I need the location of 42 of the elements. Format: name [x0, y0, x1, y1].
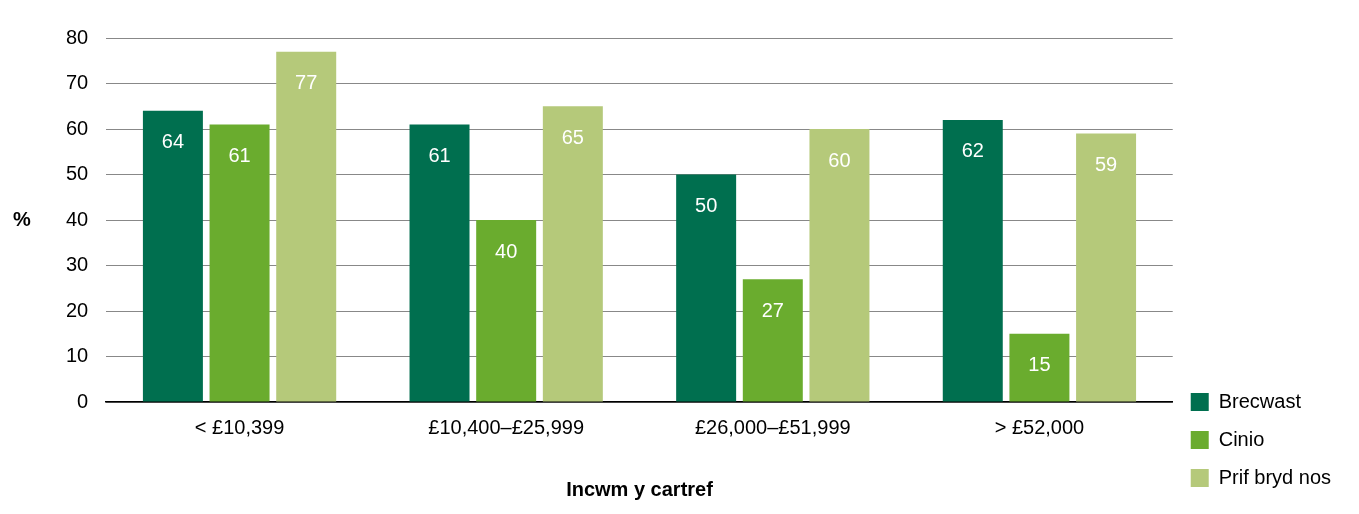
data-label: 77 — [295, 71, 318, 94]
bar — [209, 124, 270, 402]
x-tick-label: £10,400–£25,999 — [428, 415, 585, 438]
bar — [476, 220, 537, 402]
x-tick-label: > £52,000 — [994, 415, 1085, 438]
data-label: 50 — [695, 194, 718, 217]
data-label: 61 — [428, 143, 451, 166]
x-tick-label: £26,000–£51,999 — [694, 415, 851, 438]
bar — [1009, 333, 1070, 402]
data-label: 15 — [1028, 353, 1051, 376]
data-label: 62 — [961, 139, 984, 162]
y-tick-label: 20 — [66, 298, 89, 321]
y-tick-label: 80 — [66, 25, 89, 48]
bar — [276, 51, 337, 402]
data-label: 27 — [761, 298, 784, 321]
y-tick-label: 40 — [66, 207, 89, 230]
bar — [676, 174, 737, 402]
data-label: 65 — [561, 125, 584, 148]
x-axis-title: Incwm y cartref — [566, 477, 714, 500]
y-tick-label: 10 — [66, 344, 89, 367]
bar — [409, 124, 470, 402]
y-tick-label: 30 — [66, 253, 89, 276]
bar — [542, 106, 603, 402]
legend-label: Brecwast — [1218, 389, 1302, 412]
bar — [809, 129, 870, 402]
data-label: 40 — [495, 239, 518, 262]
legend-label: Prif bryd nos — [1218, 465, 1331, 488]
x-tick-label: < £10,399 — [194, 415, 285, 438]
y-axis-title: % — [13, 207, 32, 230]
y-tick-label: 0 — [77, 389, 89, 412]
bar — [742, 279, 803, 402]
y-tick-label: 50 — [66, 162, 89, 185]
data-label: 61 — [228, 143, 251, 166]
data-label: 59 — [1094, 153, 1118, 176]
data-label: 60 — [828, 148, 851, 171]
data-label: 64 — [161, 130, 185, 153]
bar — [942, 119, 1003, 402]
bar — [142, 110, 203, 402]
y-tick-label: 60 — [66, 116, 89, 139]
legend-label: Cinio — [1218, 427, 1265, 450]
y-tick-label: 70 — [66, 71, 89, 94]
bar — [1076, 133, 1137, 402]
